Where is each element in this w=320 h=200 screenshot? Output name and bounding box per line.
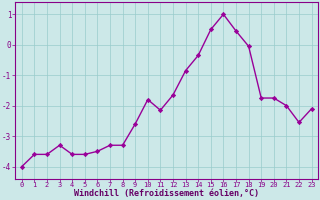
- X-axis label: Windchill (Refroidissement éolien,°C): Windchill (Refroidissement éolien,°C): [74, 189, 259, 198]
